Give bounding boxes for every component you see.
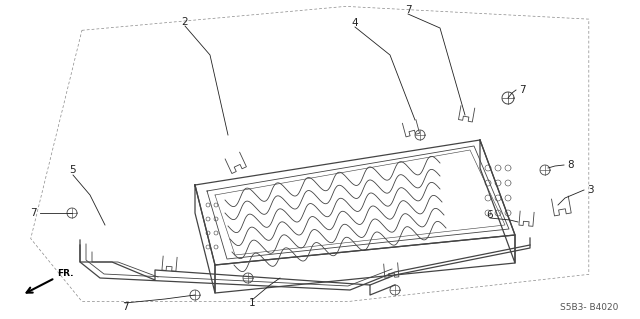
Text: S5B3- B4020: S5B3- B4020 (560, 303, 618, 313)
Text: 5: 5 (70, 165, 76, 175)
Text: 3: 3 (587, 185, 594, 195)
Text: 2: 2 (182, 17, 188, 27)
Text: 4: 4 (352, 18, 358, 28)
Text: 8: 8 (567, 160, 573, 170)
Text: 7: 7 (519, 85, 525, 95)
Text: 7: 7 (404, 5, 412, 15)
Text: 7: 7 (29, 208, 36, 218)
Text: 7: 7 (122, 302, 128, 312)
Text: 1: 1 (249, 298, 255, 308)
Text: 6: 6 (486, 210, 493, 220)
Text: FR.: FR. (57, 270, 74, 278)
